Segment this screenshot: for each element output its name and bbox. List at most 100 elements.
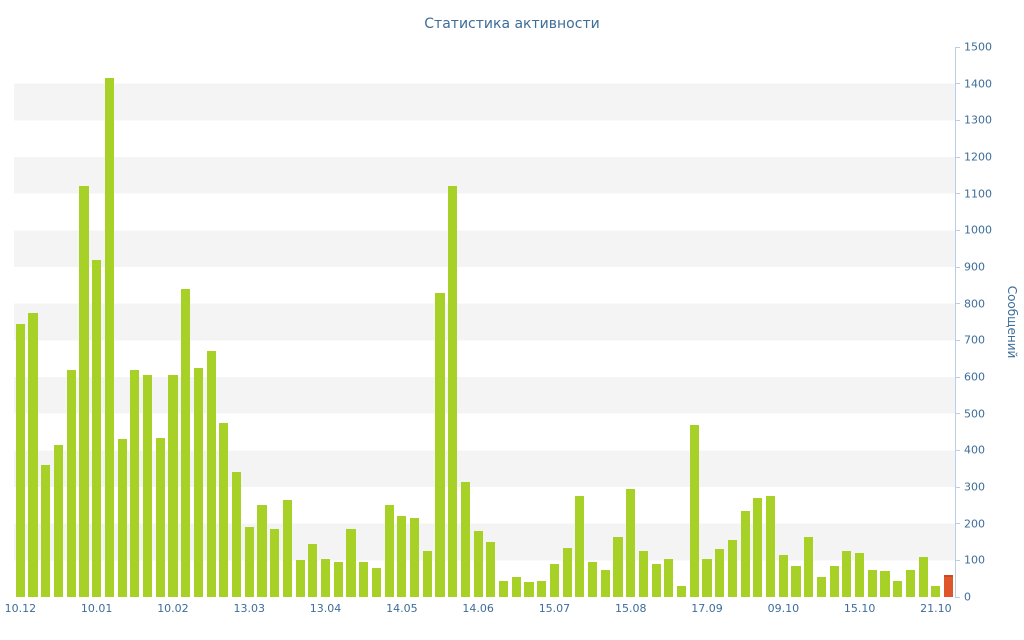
bar	[371, 567, 381, 597]
ytick-label: 1000	[964, 223, 992, 237]
bar	[855, 553, 865, 597]
bar	[575, 496, 585, 597]
bar	[549, 564, 559, 597]
chart-title: Статистика активности	[424, 16, 600, 32]
bar	[498, 580, 509, 597]
ytick-label: 0	[964, 590, 971, 604]
ytick-mark	[955, 193, 960, 195]
x-label: 13.04	[309, 602, 342, 615]
bar	[842, 551, 852, 597]
ytick-mark	[955, 596, 960, 598]
bar	[638, 551, 648, 597]
bar	[753, 498, 763, 597]
bar	[41, 465, 51, 597]
bar	[778, 554, 788, 597]
ytick-label: 200	[964, 517, 985, 531]
x-label: 10.12	[4, 602, 37, 615]
bar	[270, 529, 280, 597]
x-axis-labels: 10.12 10.01 10.02 13.03 13.04 14.05 14.06 15.07…	[5, 602, 955, 618]
x-label: 17.09	[691, 602, 723, 615]
bar	[918, 556, 928, 597]
ytick-mark	[955, 83, 960, 85]
bar	[880, 571, 890, 597]
ytick-label: 1400	[964, 77, 992, 91]
bar	[893, 580, 903, 597]
bar	[715, 549, 725, 597]
bar	[104, 78, 114, 597]
bar	[308, 543, 318, 597]
bar	[422, 551, 432, 597]
ytick-mark	[955, 229, 960, 231]
bar	[346, 529, 356, 597]
ytick-label: 900	[964, 260, 985, 274]
bar	[409, 518, 420, 597]
ytick-label: 100	[964, 553, 985, 567]
ytick-mark	[955, 156, 960, 158]
bar	[702, 558, 712, 597]
bar	[333, 562, 343, 597]
bar	[155, 437, 165, 597]
ytick-label: 300	[964, 480, 985, 494]
bar	[677, 586, 687, 597]
ytick-mark	[955, 449, 960, 451]
bar	[66, 369, 76, 597]
bar	[511, 576, 521, 597]
bar	[28, 312, 38, 597]
bar	[867, 569, 877, 597]
bar	[435, 292, 445, 597]
x-label: 14.06	[462, 602, 494, 615]
ytick-mark	[955, 559, 960, 561]
ytick-label: 400	[964, 443, 985, 457]
bar	[359, 562, 369, 597]
x-label: 13.03	[233, 602, 266, 615]
bar	[905, 569, 916, 597]
bar	[664, 558, 674, 597]
bar	[117, 439, 127, 597]
bar	[282, 499, 292, 597]
bar	[193, 367, 203, 597]
bar	[53, 444, 64, 597]
bar	[537, 580, 547, 597]
x-label: 10.01	[80, 602, 113, 615]
ytick-mark	[955, 266, 960, 268]
y-axis: 0 100 200 300 400 500 600 700 800 900 1000 1100 1200…	[955, 41, 1024, 604]
bar	[804, 536, 814, 597]
ytick-mark	[955, 339, 960, 341]
x-label: 15.07	[538, 602, 571, 615]
bar	[384, 505, 394, 597]
bar	[206, 351, 216, 597]
bar	[219, 422, 229, 597]
bar	[791, 565, 801, 597]
x-label: 09.10	[767, 602, 800, 615]
bar	[460, 481, 470, 597]
bar	[829, 565, 839, 597]
bar	[727, 540, 738, 597]
bar	[397, 516, 407, 597]
y-axis-line	[955, 47, 956, 598]
ytick-label: 500	[964, 407, 985, 421]
y-axis-title: Сообщений	[1005, 285, 1019, 359]
bar	[600, 569, 610, 597]
bar	[626, 488, 636, 597]
bar	[320, 558, 331, 597]
x-label: 21.10	[920, 602, 952, 615]
ytick-mark	[955, 119, 960, 121]
ytick-mark	[955, 46, 960, 48]
bar	[130, 369, 140, 597]
plot-area	[14, 47, 955, 597]
bar	[92, 259, 102, 597]
bar	[257, 505, 267, 597]
bar	[181, 289, 191, 597]
ytick-label: 1100	[964, 187, 992, 201]
x-label: 15.08	[614, 602, 647, 615]
bar	[588, 562, 598, 597]
bar	[486, 542, 496, 597]
bar	[448, 186, 458, 597]
ytick-mark	[955, 413, 960, 415]
ytick-label: 700	[964, 333, 985, 347]
bar	[524, 582, 534, 597]
bar	[766, 496, 776, 597]
x-label: 15.10	[843, 602, 876, 615]
ytick-label: 800	[964, 297, 985, 311]
